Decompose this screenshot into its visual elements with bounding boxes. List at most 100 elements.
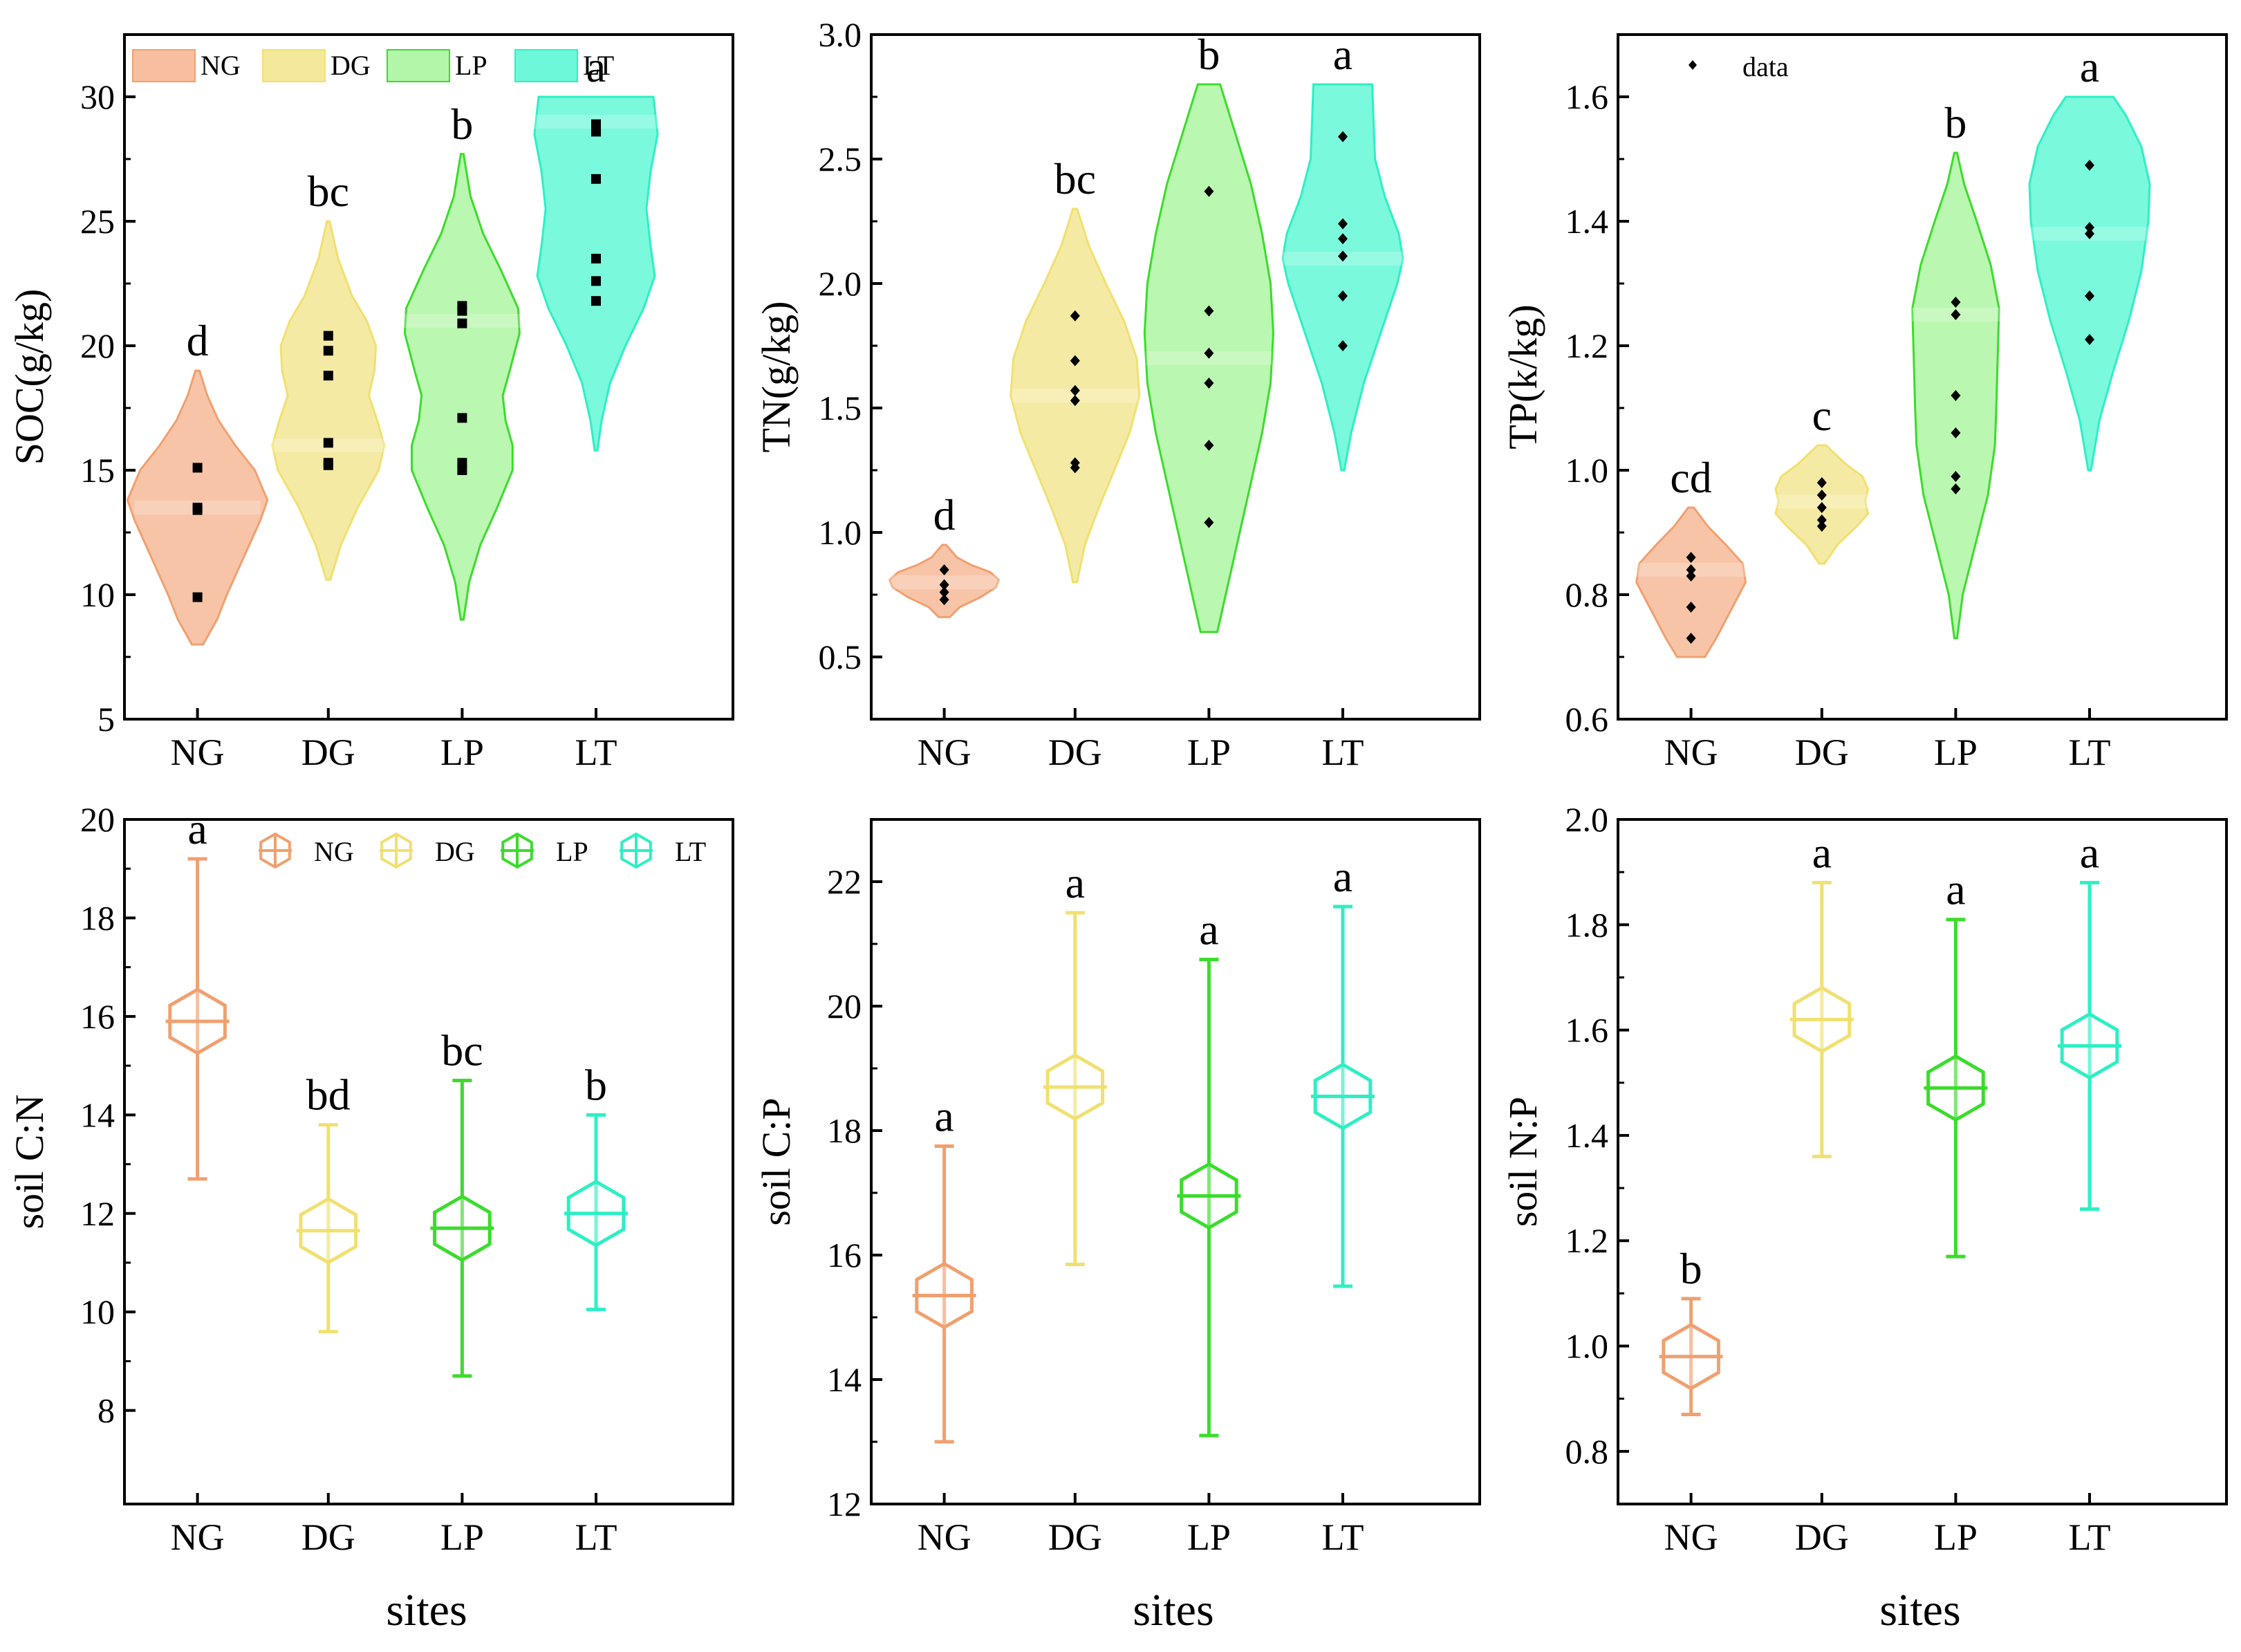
violin-LT <box>533 95 659 452</box>
y-tick-label: 0.8 <box>1565 575 1609 614</box>
data-point <box>1951 309 1961 320</box>
y-tick-label: 1.2 <box>1565 326 1609 365</box>
y-tick-label: 10 <box>80 1292 115 1331</box>
data-point <box>1951 390 1961 401</box>
legend-label-LP: LP <box>455 50 487 81</box>
x-tick-label-DG: DG <box>1795 732 1849 773</box>
data-point <box>1070 395 1080 407</box>
legend-label-LT: LT <box>583 50 614 81</box>
x-tick-label-DG: DG <box>1048 1516 1102 1558</box>
y-tick-label: 1.0 <box>819 513 862 552</box>
data-point <box>457 413 467 423</box>
violin-LP <box>403 153 521 621</box>
data-point <box>1686 602 1696 613</box>
data-point <box>591 174 601 184</box>
y-tick-label: 10 <box>80 575 115 614</box>
data-point <box>1204 440 1214 451</box>
x-tick-label-DG: DG <box>301 1516 355 1558</box>
data-point <box>1338 233 1348 245</box>
y-tick-label: 1.6 <box>1565 1011 1609 1050</box>
data-point <box>1951 427 1961 438</box>
x-axis-title-sites-2: sites <box>1133 1585 1214 1635</box>
data-point <box>457 465 467 475</box>
significance-letter-LP: b <box>1198 30 1220 79</box>
data-point <box>2085 228 2094 239</box>
y-tick-label: 0.6 <box>1565 700 1609 739</box>
y-tick-label: 30 <box>80 77 115 116</box>
plot-frame <box>123 818 734 1505</box>
data-point <box>1204 517 1214 528</box>
legend-label-LT: LT <box>675 836 706 867</box>
panel-tp: 0.6 0.8 1.0 1.2 1.4 1.6 NG DG LP LT TP(k/kg) cd c b a d… <box>1500 33 2228 773</box>
significance-letter-LT: b <box>585 1060 607 1109</box>
data-point <box>457 318 467 328</box>
y-tick-label: 1.8 <box>1565 905 1609 944</box>
x-tick-label-DG: DG <box>1048 732 1102 773</box>
x-tick-label-LP: LP <box>1187 732 1231 773</box>
data-point <box>939 594 949 606</box>
y-tick-label: 20 <box>80 326 115 365</box>
legend-swatch-LT <box>514 49 578 82</box>
data-point <box>591 254 601 263</box>
significance-letter-DG: bc <box>1054 154 1096 203</box>
panel-tn: 0.5 1.0 1.5 2.0 2.5 3.0 NG DG LP LT TN(g/kg) d bc b a <box>754 15 1481 773</box>
x-tick-label-NG: NG <box>1664 1516 1718 1558</box>
significance-letter-NG: d <box>187 316 209 365</box>
legend-marker-data <box>1689 60 1697 70</box>
data-point <box>1204 305 1214 317</box>
data-point <box>1816 490 1827 501</box>
x-tick-label-LP: LP <box>1934 732 1978 773</box>
data-point <box>457 458 467 468</box>
data-point <box>1686 633 1696 644</box>
x-tick-label-NG: NG <box>918 1516 971 1558</box>
y-tick-label: 8 <box>97 1391 115 1430</box>
plot-frame <box>870 33 1481 721</box>
plot-frame <box>1617 33 2228 721</box>
significance-letter-LP: a <box>1199 905 1218 954</box>
y-tick-label: 18 <box>827 1111 862 1150</box>
x-tick-label-NG: NG <box>918 732 971 773</box>
y-tick-label: 15 <box>80 451 115 490</box>
significance-letter-NG: b <box>1680 1244 1702 1293</box>
x-tick-label-NG: NG <box>171 1516 225 1558</box>
y-tick-label: 3.0 <box>819 15 862 54</box>
x-axis-title-sites-3: sites <box>1879 1585 1960 1635</box>
significance-letter-NG: cd <box>1670 453 1711 502</box>
plot-frame <box>870 818 1481 1505</box>
significance-letter-LT: a <box>2080 828 2099 877</box>
significance-letter-LP: a <box>1946 865 1965 914</box>
x-tick-label-LP: LP <box>440 1516 484 1558</box>
y-axis-title: soil C:P <box>754 1097 799 1225</box>
y-axis-title: TN(g/kg) <box>754 301 799 452</box>
x-tick-label-DG: DG <box>1795 1516 1849 1558</box>
data-point <box>1816 502 1827 513</box>
y-axis-title: soil N:P <box>1500 1097 1545 1227</box>
y-tick-label: 14 <box>80 1095 115 1134</box>
x-tick-label-LT: LT <box>2068 732 2110 773</box>
y-tick-label: 18 <box>80 898 115 937</box>
data-point <box>323 346 333 356</box>
data-point <box>192 463 203 473</box>
y-tick-label: 2.0 <box>1565 800 1609 839</box>
significance-letter-NG: d <box>933 490 956 539</box>
legend-label-data: data <box>1742 51 1789 82</box>
data-point <box>323 371 333 381</box>
plot-frame <box>1617 818 2228 1505</box>
data-point <box>192 592 203 602</box>
data-point <box>591 127 601 137</box>
y-tick-label: 14 <box>827 1360 862 1399</box>
data-point <box>1338 290 1348 301</box>
y-tick-label: 20 <box>80 800 115 839</box>
y-tick-label: 1.0 <box>1565 451 1609 490</box>
significance-letter-LP: bc <box>441 1025 483 1075</box>
data-point <box>2085 160 2094 171</box>
data-point <box>323 438 333 448</box>
data-point <box>2085 222 2094 233</box>
data-point <box>939 579 949 591</box>
x-tick-label-LT: LT <box>575 732 617 773</box>
data-point <box>1816 521 1827 532</box>
panel-cp: 12 14 16 18 20 22 NG DG LP LT soil C:P a a a a <box>754 818 1481 1558</box>
x-tick-label-LP: LP <box>1934 1516 1978 1558</box>
y-axis-title: soil C:N <box>7 1095 52 1229</box>
